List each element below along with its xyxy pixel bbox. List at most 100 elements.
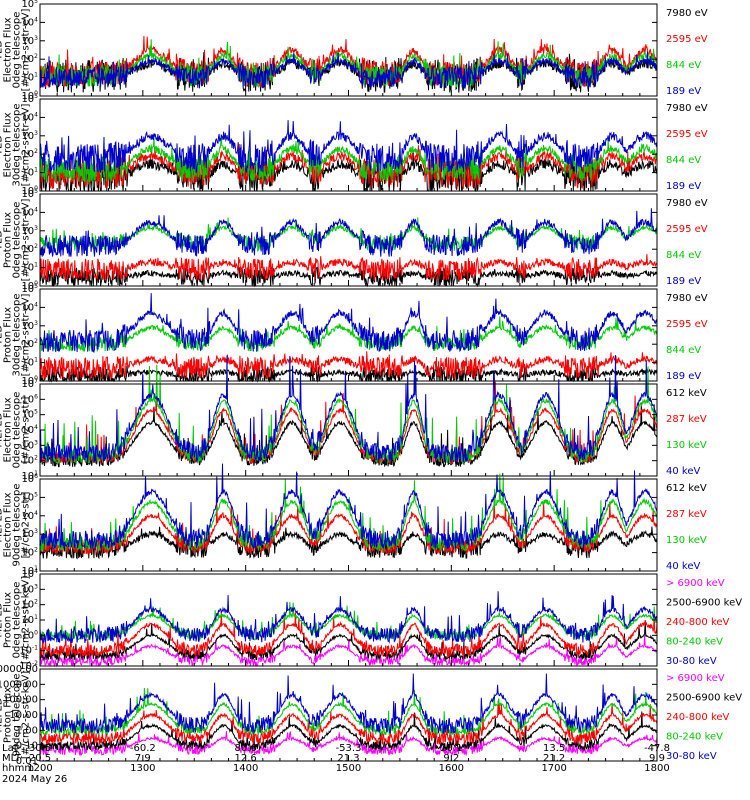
legend-entry: 130 keV [666, 535, 707, 546]
mlt-row-label: MLT [2, 753, 22, 764]
time_labels-value: 1300 [130, 763, 155, 774]
y-tick-label: 100 [21, 629, 38, 641]
legend-entry: 2595 eV [666, 129, 708, 140]
mlt-value: 9.2 [443, 753, 459, 764]
series-line-5-2 [39, 380, 658, 465]
y-tick-label: 101 [21, 357, 38, 369]
legend-entry: 7980 eV [666, 293, 708, 304]
lat-row-label: Lat [2, 743, 18, 754]
series-line-4-2 [39, 351, 658, 381]
y-tick-label: 101 [21, 72, 38, 84]
y-tick-label: 105 [21, 188, 38, 200]
series-line-4-3 [39, 316, 658, 353]
y-tick-label: 104 [21, 111, 38, 123]
time_labels-value: 1700 [541, 763, 566, 774]
legend-entry: 287 keV [666, 509, 707, 520]
legend-entry: 7980 eV [666, 103, 708, 114]
mlt-value: 12.6 [235, 753, 257, 764]
y-tick-label: 104 [21, 510, 38, 522]
series-line-1-4 [39, 51, 658, 89]
series-line-8-1 [39, 730, 658, 757]
series-line-5-1 [39, 402, 658, 468]
series-line-6-3 [39, 473, 658, 552]
y-tick-label: 10000.00 [0, 664, 38, 675]
y-tick-label: 1.00 [16, 725, 38, 736]
y-tick-label: 102 [21, 148, 38, 160]
series-line-8-4 [39, 687, 658, 737]
legend-entry: 40 keV [666, 466, 700, 477]
series-line-3-1 [39, 265, 658, 288]
panel-frame [39, 3, 658, 97]
series-line-1-2 [39, 35, 658, 88]
series-line-2-1 [39, 152, 658, 193]
lat-value: 20.1 [440, 743, 462, 754]
legend-entry: 844 eV [666, 155, 701, 166]
series-line-7-4 [39, 602, 658, 642]
mlt-value: 9.9 [649, 753, 665, 764]
series-line-7-5 [39, 591, 658, 645]
y-tick-label: 100.00 [3, 695, 38, 706]
legend-entry: 189 eV [666, 276, 701, 287]
legend-entry: 844 eV [666, 345, 701, 356]
series-line-7-2 [39, 620, 658, 662]
lat-value: 30.5 [29, 743, 51, 754]
series-line-3-4 [39, 208, 658, 258]
y-tick-label: 101 [21, 262, 38, 274]
mlt-value: 21.3 [337, 753, 359, 764]
legend-entry: > 6900 keV [666, 673, 725, 684]
y-tick-label: 106 [21, 473, 38, 485]
legend-entry: 844 eV [666, 60, 701, 71]
y-tick-label: 107 [21, 378, 38, 390]
legend-entry: 844 eV [666, 250, 701, 261]
y-tick-label: 101 [21, 614, 38, 626]
legend-entry: 2500-6900 keV [666, 693, 742, 704]
y-tick-label: 103 [21, 583, 38, 595]
legend-entry: 2595 eV [666, 224, 708, 235]
legend-entry: 130 keV [666, 440, 707, 451]
series-line-2-3 [39, 134, 658, 184]
time_labels-value: 1600 [439, 763, 464, 774]
legend-entry: 7980 eV [666, 198, 708, 209]
y-tick-label: 0.01 [16, 756, 38, 767]
series-line-5-3 [39, 364, 658, 465]
y-tick-label: 102 [21, 599, 38, 611]
series-line-8-5 [39, 673, 658, 735]
y-tick-label: 106 [21, 393, 38, 405]
lat-value: -47.8 [644, 743, 670, 754]
y-tick-label: 104 [21, 206, 38, 218]
lat-value: 80.6 [235, 743, 257, 754]
y-tick-label: 105 [21, 409, 38, 421]
series-line-4-4 [39, 293, 658, 354]
series-line-6-4 [39, 463, 658, 551]
y-axis-label: TEDProton Flux30deg telescope[#/cm2-s-st… [0, 293, 32, 376]
legend-entry: 240-800 keV [666, 712, 730, 723]
y-tick-label: 105 [21, 0, 38, 10]
series-line-3-3 [39, 217, 658, 252]
y-axis-label: TEDProton Flux0deg telescope[#/cm2-s-str… [0, 199, 32, 282]
legend-entry: 612 keV [666, 483, 707, 494]
y-tick-label: 104 [21, 424, 38, 436]
y-tick-label: 105 [21, 93, 38, 105]
y-tick-label: 101 [21, 167, 38, 179]
time_labels-value: 1800 [644, 763, 669, 774]
y-tick-label: 102 [21, 455, 38, 467]
time_labels-value: 1200 [27, 763, 52, 774]
y-tick-label: 102 [21, 53, 38, 65]
y-tick-label: 100 [21, 375, 38, 387]
y-tick-label: 105 [21, 283, 38, 295]
series-line-6-2 [39, 497, 658, 556]
time_labels-value: 1400 [233, 763, 258, 774]
y-tick-label: 101 [21, 470, 38, 482]
series-line-5-4 [39, 355, 658, 464]
legend-entry: 189 eV [666, 181, 701, 192]
y-tick-label: 104 [21, 568, 38, 580]
series-line-7-3 [39, 610, 658, 658]
series-line-3-2 [39, 254, 658, 282]
